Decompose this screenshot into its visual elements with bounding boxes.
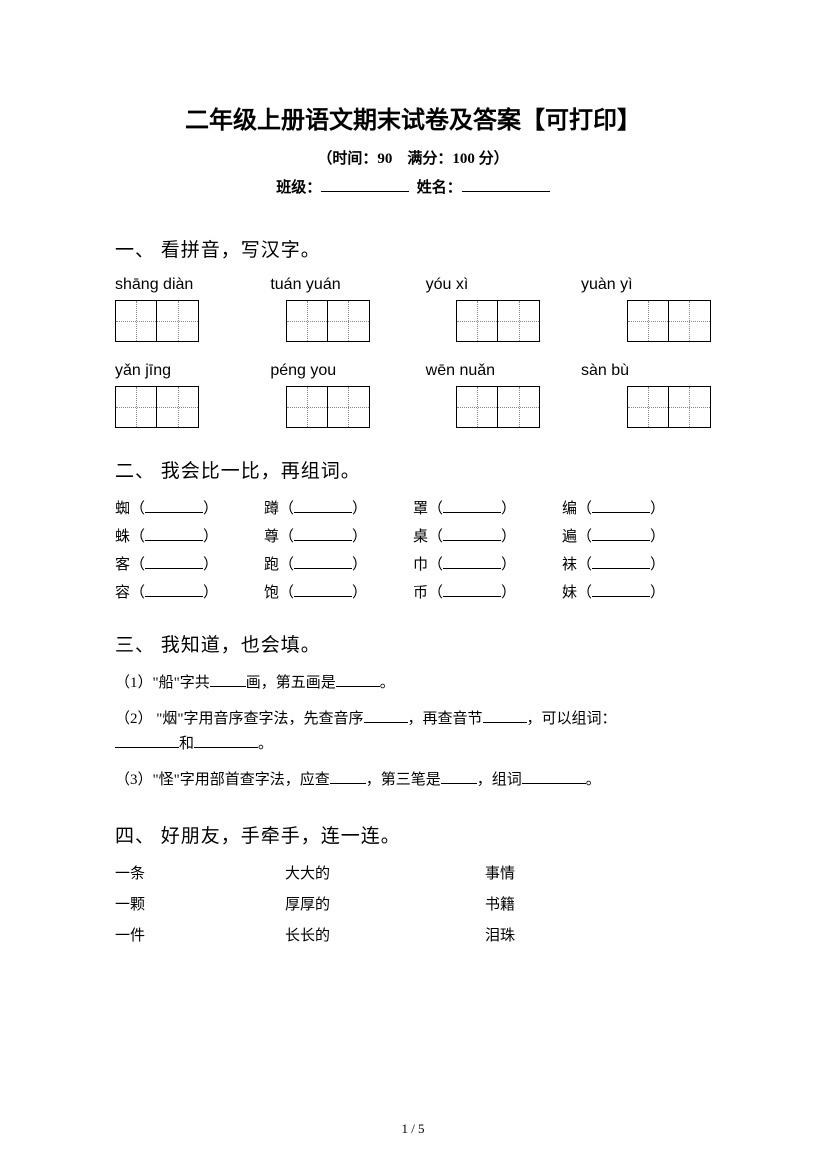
match-row: 一颗厚厚的书籍 (115, 893, 711, 914)
zuci-item: 罩（） (413, 497, 562, 518)
char-box-pair[interactable] (115, 386, 199, 428)
q3-3: （3）"怪"字用部首查字法，应查，第三笔是，组词。 (115, 768, 711, 794)
q3-2: （2） "烟"字用音序查字法，先查音序，再查音节，可以组词： 和。 (115, 707, 711, 758)
zuci-item: 容（） (115, 581, 264, 602)
zuci-item: 尊（） (264, 525, 413, 546)
fill-blank[interactable] (210, 675, 246, 687)
zuci-blank[interactable] (294, 585, 352, 597)
fill-blank[interactable] (194, 736, 258, 748)
zuci-item: 蜘（） (115, 497, 264, 518)
char-box-pair[interactable] (627, 300, 711, 342)
pinyin-item: yuàn yì (581, 276, 711, 294)
pinyin-item: yǎn jīng (115, 362, 245, 380)
match-right: 泪珠 (485, 924, 711, 945)
char-box-pair[interactable] (115, 300, 199, 342)
page-title: 二年级上册语文期末试卷及答案【可打印】 (115, 100, 711, 135)
zuci-blank[interactable] (294, 529, 352, 541)
class-label: 班级： (276, 180, 321, 196)
pinyin-item: péng you (270, 362, 400, 380)
char-box-pair[interactable] (286, 386, 370, 428)
match-left: 一条 (115, 862, 285, 883)
zuci-row: 容（）饱（）币（）妹（） (115, 581, 711, 602)
zuci-blank[interactable] (443, 501, 501, 513)
char-box-pair[interactable] (627, 386, 711, 428)
section-4: 四、 好朋友，手牵手，连一连。 一条大大的事情一颗厚厚的书籍一件长长的泪珠 (115, 821, 711, 945)
match-left: 一颗 (115, 893, 285, 914)
match-row: 一条大大的事情 (115, 862, 711, 883)
char-box-pair[interactable] (456, 300, 540, 342)
zuci-blank[interactable] (592, 501, 650, 513)
fill-blank[interactable] (115, 736, 179, 748)
pinyin-item: tuán yuán (270, 276, 400, 294)
pinyin-row-1: shāng diàn tuán yuán yóu xì yuàn yì (115, 276, 711, 294)
match-right: 书籍 (485, 893, 711, 914)
zuci-row: 客（）跑（）巾（）袜（） (115, 553, 711, 574)
fill-blank[interactable] (522, 772, 586, 784)
zuci-blank[interactable] (443, 557, 501, 569)
zuci-row: 蜘（）蹲（）罩（）编（） (115, 497, 711, 518)
zuci-item: 跑（） (264, 553, 413, 574)
section-2: 二、 我会比一比，再组词。 蜘（）蹲（）罩（）编（） 蛛（）尊（）桌（）遍（） 客（… (115, 456, 711, 602)
zuci-item: 桌（） (413, 525, 562, 546)
match-mid: 大大的 (285, 862, 485, 883)
section-3-heading: 三、 我知道，也会填。 (115, 630, 711, 657)
zuci-blank[interactable] (145, 501, 203, 513)
pinyin-item: shāng diàn (115, 276, 245, 294)
fill-blank[interactable] (441, 772, 477, 784)
zuci-item: 编（） (562, 497, 711, 518)
zuci-item: 遍（） (562, 525, 711, 546)
fill-blank[interactable] (336, 675, 380, 687)
zuci-item: 蛛（） (115, 525, 264, 546)
section-1-heading: 一、 看拼音，写汉字。 (115, 235, 711, 262)
match-right: 事情 (485, 862, 711, 883)
match-left: 一件 (115, 924, 285, 945)
zuci-blank[interactable] (592, 529, 650, 541)
zuci-item: 蹲（） (264, 497, 413, 518)
char-boxes-row-1 (115, 300, 711, 342)
pinyin-row-2: yǎn jīng péng you wēn nuǎn sàn bù (115, 362, 711, 380)
zuci-blank[interactable] (145, 557, 203, 569)
zuci-blank[interactable] (145, 585, 203, 597)
zuci-blank[interactable] (294, 557, 352, 569)
zuci-item: 客（） (115, 553, 264, 574)
zuci-blank[interactable] (145, 529, 203, 541)
char-box-pair[interactable] (456, 386, 540, 428)
zuci-blank[interactable] (592, 557, 650, 569)
page-number: 1 / 5 (0, 1121, 826, 1137)
zuci-item: 巾（） (413, 553, 562, 574)
student-info-line: 班级： 姓名： (115, 176, 711, 197)
zuci-blank[interactable] (443, 529, 501, 541)
zuci-blank[interactable] (443, 585, 501, 597)
zuci-item: 币（） (413, 581, 562, 602)
pinyin-item: wēn nuǎn (426, 362, 556, 380)
section-1: 一、 看拼音，写汉字。 shāng diàn tuán yuán yóu xì … (115, 235, 711, 428)
fill-blank[interactable] (364, 711, 408, 723)
section-4-heading: 四、 好朋友，手牵手，连一连。 (115, 821, 711, 848)
subtitle: （时间：90 满分：100 分） (115, 147, 711, 168)
match-mid: 长长的 (285, 924, 485, 945)
zuci-row: 蛛（）尊（）桌（）遍（） (115, 525, 711, 546)
name-label: 姓名： (417, 180, 462, 196)
char-boxes-row-2 (115, 386, 711, 428)
match-row: 一件长长的泪珠 (115, 924, 711, 945)
name-blank[interactable] (462, 178, 550, 192)
pinyin-item: yóu xì (426, 276, 556, 294)
q3-1: （1）"船"字共画，第五画是。 (115, 671, 711, 697)
class-blank[interactable] (321, 178, 409, 192)
section-3: 三、 我知道，也会填。 （1）"船"字共画，第五画是。 （2） "烟"字用音序查… (115, 630, 711, 793)
zuci-item: 袜（） (562, 553, 711, 574)
section-2-heading: 二、 我会比一比，再组词。 (115, 456, 711, 483)
fill-blank[interactable] (330, 772, 366, 784)
match-mid: 厚厚的 (285, 893, 485, 914)
zuci-blank[interactable] (294, 501, 352, 513)
zuci-blank[interactable] (592, 585, 650, 597)
zuci-item: 饱（） (264, 581, 413, 602)
zuci-item: 妹（） (562, 581, 711, 602)
char-box-pair[interactable] (286, 300, 370, 342)
pinyin-item: sàn bù (581, 362, 711, 380)
fill-blank[interactable] (483, 711, 527, 723)
